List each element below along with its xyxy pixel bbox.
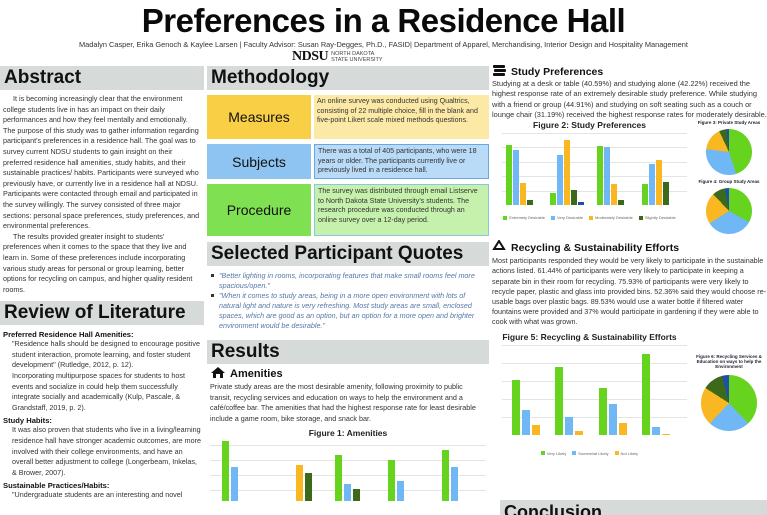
logo-line-2: State University	[331, 57, 383, 63]
method-row-measures: Measures An online survey was conducted …	[207, 95, 489, 139]
abstract-paragraph-1: It is becoming increasingly clear that t…	[3, 94, 200, 231]
quote-item: "When it comes to study areas, being in …	[210, 291, 486, 331]
figure-6-title: Figure 6: Recycling Services & Education…	[696, 353, 762, 369]
quote-item: "Better lighting in rooms, incorporating…	[210, 271, 486, 291]
books-icon	[492, 64, 507, 79]
logo-line-1: North Dakota	[331, 51, 375, 57]
bar	[222, 441, 229, 502]
logo-wordmark: NDSU	[292, 49, 329, 64]
amenities-text: Private study areas are the most desirab…	[210, 382, 476, 423]
recycling-subheading: Recycling & Sustainability Efforts	[492, 239, 767, 256]
procedure-label: Procedure	[207, 184, 311, 236]
lit-item: "Residence halls should be designed to e…	[12, 339, 200, 370]
bar	[335, 455, 342, 502]
lit-amenities-title: Preferred Residence Hall Amenities:	[3, 330, 134, 340]
figure-3-title: Figure 3: Private Study Areas	[697, 120, 761, 126]
figure-2-chart	[502, 133, 687, 206]
poster-title: Preferences in a Residence Hall	[141, 2, 626, 39]
left-column: Abstract It is becoming increasingly cle…	[0, 66, 204, 501]
figure-1-chart	[210, 441, 486, 502]
house-icon	[210, 366, 226, 382]
results-heading: Results	[207, 340, 489, 364]
bar	[296, 465, 303, 502]
figure-4-pie	[706, 188, 752, 235]
lit-item: Incorporating multipurpose spaces for st…	[12, 371, 185, 412]
measures-text: An online survey was conducted using Qua…	[314, 95, 489, 139]
literature-heading: Review of Literature	[0, 301, 204, 326]
study-text: Studying at a desk or table (40.59%) and…	[492, 79, 767, 119]
bar	[388, 460, 395, 502]
figure-5-chart	[502, 344, 687, 435]
quotes-heading: Selected Participant Quotes	[207, 242, 489, 266]
abstract-heading: Abstract	[0, 66, 204, 90]
conclusion-heading: Conclusion	[500, 500, 767, 515]
figure-2-legend: Extremely Desirable Very Desirable Moder…	[492, 215, 687, 220]
lit-sustainable-title: Sustainable Practices/Habits:	[3, 481, 110, 491]
bar	[397, 481, 404, 502]
study-preferences-subheading: Study Preferences	[492, 64, 767, 79]
middle-column: Methodology Measures An online survey wa…	[207, 66, 489, 502]
lit-item: It was also proven that students who liv…	[12, 425, 201, 477]
ndsu-logo: NDSU North Dakota State University	[292, 49, 383, 65]
figure-1-title: Figure 1: Amenities	[308, 428, 388, 439]
authors-line: Madalyn Casper, Erika Genoch & Kaylee La…	[79, 40, 688, 49]
bar	[451, 467, 458, 502]
method-row-procedure: Procedure The survey was distributed thr…	[207, 184, 489, 236]
subjects-label: Subjects	[207, 144, 311, 179]
amenities-subheading: Amenities	[210, 366, 486, 382]
figure-5-title: Figure 5: Recycling & Sustainability Eff…	[502, 331, 677, 342]
method-row-subjects: Subjects There was a total of 405 partic…	[207, 144, 489, 179]
recycle-icon	[492, 239, 507, 256]
figure-3-pie	[706, 129, 752, 176]
lit-item: "Undergraduate students are an interesti…	[12, 490, 183, 500]
figure-4-title: Figure 4: Group Study Areas	[698, 179, 760, 185]
procedure-text: The survey was distributed through email…	[314, 184, 489, 236]
figure-2-title: Figure 2: Study Preferences	[533, 120, 646, 131]
figure-5-legend: Very Likely Somewhat Likely Not Likely	[492, 451, 687, 456]
lit-study-title: Study Habits:	[3, 416, 52, 426]
methodology-heading: Methodology	[207, 66, 489, 90]
bar	[442, 450, 449, 502]
bar	[353, 489, 360, 502]
measures-label: Measures	[207, 95, 311, 139]
figure-6-pie	[701, 374, 757, 431]
recycling-text: Most participants responded they would b…	[492, 256, 767, 327]
bar	[231, 467, 238, 502]
abstract-paragraph-2: The results provided greater insight to …	[3, 231, 193, 294]
right-column: Study Preferences Studying at a desk or …	[492, 64, 767, 515]
bar	[305, 473, 312, 502]
bar	[344, 484, 351, 502]
subjects-text: There was a total of 405 participants, w…	[314, 144, 489, 179]
